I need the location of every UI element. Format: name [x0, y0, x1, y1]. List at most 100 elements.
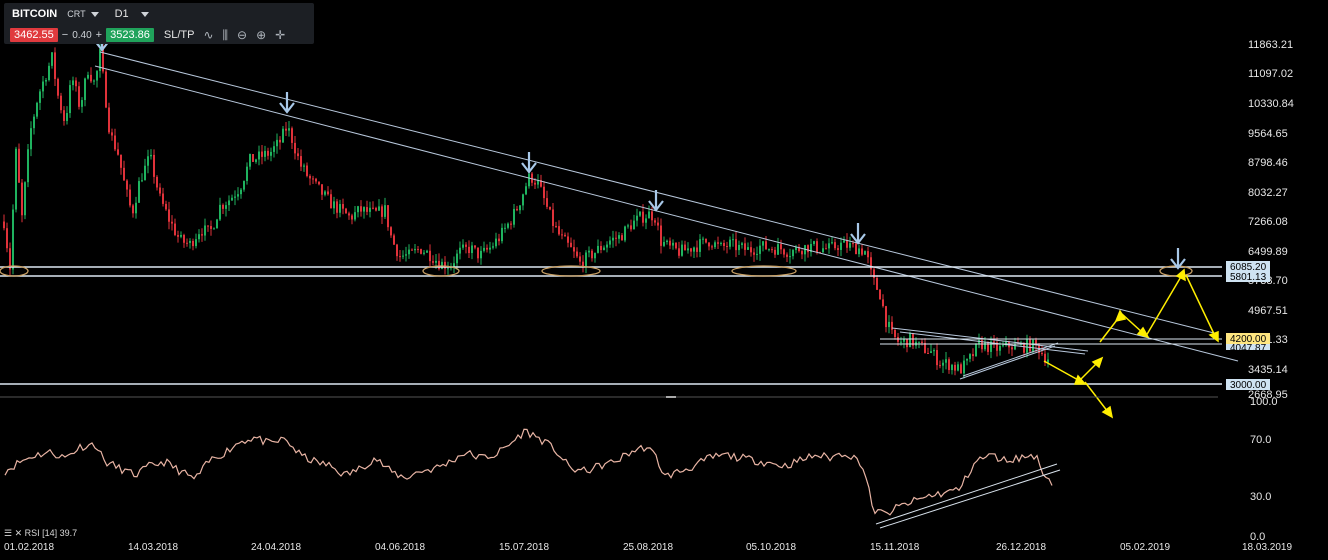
sltp-button[interactable]: SL/TP [163, 29, 195, 41]
decrease-volume-button[interactable]: − [61, 29, 69, 41]
line-chart-icon[interactable]: ∿ [203, 28, 214, 42]
candle-body [336, 201, 338, 213]
descending-trendline-upper[interactable] [99, 51, 1219, 335]
candle-body [54, 52, 56, 79]
candle-body [474, 245, 476, 248]
candle-body [87, 74, 89, 79]
menu-icon[interactable]: ☰ [4, 528, 13, 538]
candle-body [249, 154, 251, 167]
candle-body [147, 156, 149, 166]
candle-body [405, 254, 407, 256]
candle-body [675, 242, 677, 249]
candle-body [435, 260, 437, 263]
chevron-down-icon[interactable] [140, 11, 149, 17]
candle-body [831, 242, 833, 244]
candle-body [687, 248, 689, 251]
candle-body [396, 244, 398, 257]
candle-body [354, 212, 356, 220]
triangle-upper-line-2[interactable] [899, 331, 1086, 355]
candle-body [300, 156, 302, 167]
candle-body [111, 132, 113, 136]
candle-body [768, 249, 770, 251]
level-label-6085: 6085.20 [1230, 262, 1267, 273]
candle-body [135, 202, 137, 214]
candle-body [273, 146, 275, 152]
candle-body [765, 241, 767, 250]
zoom-in-icon[interactable]: ⊕ [256, 28, 267, 42]
candle-body [366, 207, 368, 212]
candle-body [573, 247, 575, 252]
candle-body [1023, 343, 1025, 353]
down-arrow-icon [1170, 248, 1186, 270]
candle-body [498, 238, 500, 242]
candle-body [657, 222, 659, 226]
candle-body [69, 85, 71, 114]
candle-body [51, 52, 53, 66]
rsi-indicator-label[interactable]: ☰ ✕ RSI [14] 39.7 [4, 528, 77, 539]
candle-body [198, 234, 200, 240]
candle-body [264, 150, 266, 157]
candle-body [645, 218, 647, 223]
candle-body [423, 252, 425, 254]
candle-body [999, 346, 1001, 351]
date-tick: 05.02.2019 [1120, 542, 1170, 553]
candle-body [117, 149, 119, 155]
candle-body [1041, 353, 1043, 355]
candle-body [174, 223, 176, 236]
candle-body [285, 128, 287, 131]
candle-body [786, 254, 788, 257]
candle-body [294, 142, 296, 154]
candle-body [864, 251, 866, 255]
candle-body [981, 340, 983, 350]
triangle-lower-line[interactable] [959, 345, 1056, 380]
close-icon[interactable]: ✕ [14, 528, 23, 538]
candle-body [219, 204, 221, 220]
buy-button[interactable]: 3523.86 [106, 28, 154, 42]
candle-body [816, 241, 818, 253]
candle-body [15, 148, 17, 210]
instrument-type[interactable]: CRT [67, 9, 86, 19]
descending-trendline-lower[interactable] [94, 65, 1239, 362]
candle-body [774, 249, 776, 255]
candle-body [372, 207, 374, 209]
sell-button[interactable]: 3462.55 [10, 28, 58, 42]
candle-body [108, 107, 110, 133]
candle-body [126, 180, 128, 190]
candle-chart-icon[interactable]: ⫼ [222, 27, 229, 42]
rsi-tick: 100.0 [1250, 396, 1278, 408]
triangle-lower-line-2[interactable] [962, 342, 1059, 377]
candle-body [261, 151, 263, 157]
candle-body [534, 182, 536, 185]
chart-toolbar: BITCOIN CRT D1 3462.55 − 0.40 + 3523.86 … [4, 3, 314, 44]
price-tick: 8032.27 [1248, 187, 1288, 199]
rsi-trendline-2[interactable] [879, 469, 1061, 529]
chevron-down-icon[interactable] [90, 11, 99, 17]
horizontal-levels [0, 266, 1222, 385]
candle-body [648, 211, 650, 219]
candle-body [60, 95, 62, 111]
symbol-name[interactable]: BITCOIN [12, 8, 58, 20]
candle-body [855, 243, 857, 255]
zoom-out-icon[interactable]: ⊖ [237, 28, 248, 42]
candle-body [1044, 353, 1046, 363]
candle-body [558, 226, 560, 235]
candle-body [75, 80, 77, 87]
level-label-3000: 3000.00 [1230, 380, 1267, 391]
candle-body [420, 249, 422, 254]
candle-body [30, 128, 32, 150]
candle-body [507, 223, 509, 228]
candle-body [327, 191, 329, 195]
candle-body [717, 242, 719, 244]
rsi-trendline[interactable] [875, 463, 1058, 525]
crosshair-icon[interactable]: ✛ [275, 28, 286, 42]
candle-body [612, 237, 614, 241]
timeframe-selector[interactable]: D1 [114, 8, 129, 20]
candle-body [756, 253, 758, 255]
increase-volume-button[interactable]: + [95, 29, 103, 41]
down-arrow-icon [279, 92, 295, 114]
candle-body [993, 341, 995, 343]
candle-body [189, 240, 191, 243]
candle-body [951, 364, 953, 371]
candle-body [444, 261, 446, 269]
